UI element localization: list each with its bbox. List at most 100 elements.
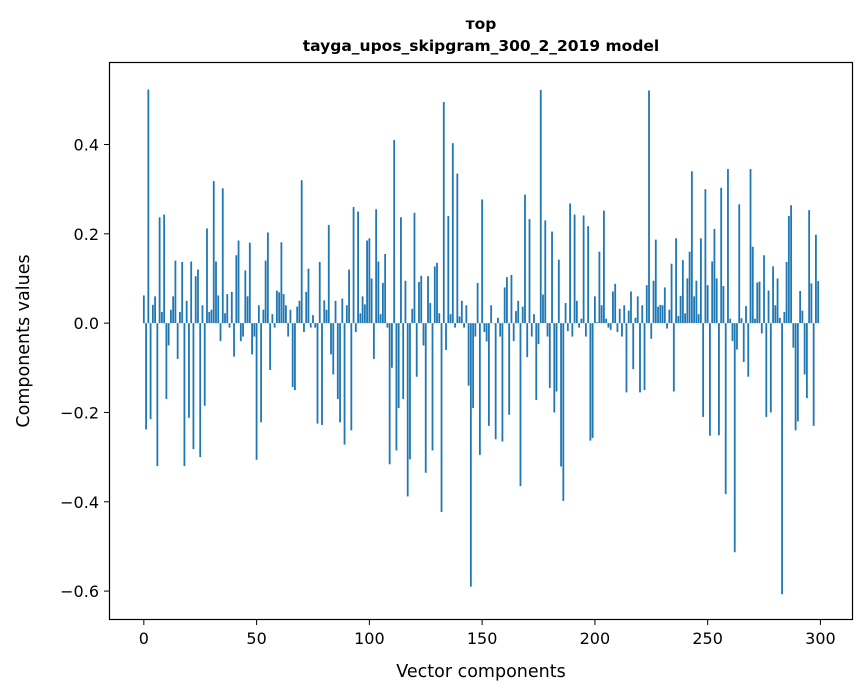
bar-85: [334, 300, 337, 324]
bar-178: [544, 220, 547, 324]
bar-122: [418, 282, 420, 324]
bar-172: [530, 323, 533, 337]
bar-125: [424, 323, 427, 473]
bar-96: [359, 313, 362, 324]
bar-142: [463, 323, 465, 328]
bar-21: [190, 261, 193, 324]
y-tick-label: −0.4: [60, 493, 99, 512]
bar-165: [515, 311, 517, 324]
bar-248: [702, 323, 705, 417]
bar-268: [747, 323, 750, 377]
bar-149: [478, 323, 481, 455]
bar-291: [799, 290, 802, 324]
bar-1: [145, 323, 147, 430]
bar-224: [648, 90, 650, 324]
bar-257: [722, 286, 725, 324]
bar-56: [269, 323, 272, 371]
bar-13: [172, 296, 175, 324]
bar-61: [280, 242, 283, 324]
bar-140: [458, 316, 461, 324]
bar-3: [149, 323, 152, 420]
bar-40: [233, 323, 235, 357]
bar-198: [589, 323, 592, 441]
bar-258: [724, 323, 727, 495]
bar-139: [456, 173, 459, 324]
bar-211: [618, 308, 621, 324]
bar-121: [415, 323, 418, 377]
bar-270: [751, 246, 754, 324]
bar-281: [776, 278, 779, 324]
x-axis-ticks: 0 50 100 150 200 250 300: [139, 619, 836, 648]
bar-71: [303, 323, 305, 333]
bar-197: [587, 226, 590, 324]
bar-133: [442, 102, 445, 324]
bar-220: [639, 323, 641, 393]
bar-112: [395, 323, 398, 451]
bar-127: [429, 303, 432, 324]
bar-51: [257, 305, 260, 324]
bar-83: [330, 323, 332, 355]
plot-frame: [108, 61, 854, 621]
bar-284: [783, 311, 786, 324]
bar-207: [609, 323, 612, 330]
bar-238: [679, 295, 682, 324]
bar-208: [612, 291, 614, 324]
bar-55: [266, 232, 269, 324]
bar-113: [397, 323, 400, 408]
bar-110: [391, 323, 393, 368]
bar-107: [384, 253, 387, 324]
bar-108: [386, 323, 389, 328]
y-tick-label: 0.4: [74, 136, 99, 155]
bar-297: [812, 323, 815, 426]
bar-77: [316, 323, 319, 424]
bar-213: [623, 305, 626, 324]
bar-232: [666, 323, 668, 329]
bar-100: [368, 238, 371, 324]
bar-2: [147, 89, 150, 324]
bar-174: [535, 323, 538, 400]
bar-237: [677, 315, 680, 324]
bar-102: [372, 323, 375, 359]
bar-64: [287, 323, 290, 337]
bar-84: [332, 323, 335, 375]
bar-89: [343, 323, 346, 445]
bar-8: [160, 311, 163, 324]
bar-97: [361, 296, 364, 324]
bar-286: [787, 215, 790, 324]
bar-69: [298, 300, 301, 324]
bar-12: [169, 309, 172, 324]
bar-243: [690, 171, 693, 324]
bar-23: [194, 276, 197, 324]
bar-222: [643, 323, 646, 391]
bar-109: [388, 323, 391, 465]
bar-169: [524, 194, 526, 324]
bar-119: [411, 308, 414, 324]
bar-282: [778, 317, 781, 324]
bar-103: [375, 209, 378, 324]
bar-263: [736, 323, 738, 350]
bar-200: [593, 296, 596, 324]
bar-226: [652, 280, 655, 324]
bar-80: [323, 300, 326, 324]
bar-53: [262, 309, 265, 324]
bar-272: [756, 282, 759, 324]
chart-title-line2: tayga_upos_skipgram_300_2_2019 model: [303, 37, 660, 55]
bar-168: [521, 306, 524, 324]
bar-182: [553, 323, 556, 413]
bar-277: [767, 290, 770, 324]
bar-181: [551, 231, 553, 324]
bar-57: [271, 314, 274, 324]
bar-191: [573, 214, 576, 324]
bar-294: [805, 323, 808, 399]
bar-74: [309, 323, 312, 328]
bar-148: [476, 282, 479, 324]
bar-276: [765, 323, 768, 417]
bar-285: [785, 261, 788, 324]
bar-241: [686, 278, 689, 324]
bar-63: [285, 305, 287, 324]
bar-279: [772, 266, 774, 324]
bar-78: [318, 261, 321, 324]
bar-9: [163, 214, 166, 324]
x-tick-label: 100: [354, 629, 385, 648]
bar-41: [235, 255, 238, 324]
